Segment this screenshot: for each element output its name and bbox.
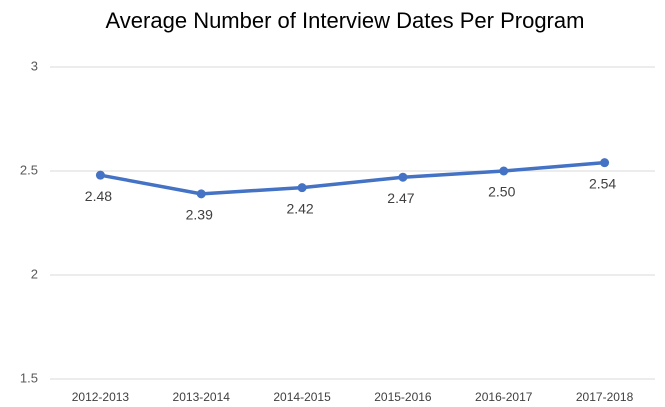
data-point: [196, 189, 206, 199]
data-label: 2.42: [286, 200, 313, 216]
data-point: [297, 183, 307, 193]
x-tick-label: 2016-2017: [475, 390, 533, 404]
x-tick-label: 2012-2013: [72, 390, 130, 404]
data-point: [95, 170, 105, 180]
data-label: 2.48: [85, 188, 112, 204]
x-tick-label: 2014-2015: [273, 390, 331, 404]
data-label: 2.47: [387, 190, 414, 206]
y-tick-label: 2.5: [20, 162, 38, 177]
x-tick-label: 2017-2018: [576, 390, 634, 404]
data-label: 2.39: [186, 207, 213, 223]
chart-title: Average Number of Interview Dates Per Pr…: [106, 8, 585, 33]
x-tick-label: 2013-2014: [173, 390, 231, 404]
data-point: [398, 172, 408, 182]
y-tick-label: 1.5: [20, 370, 38, 385]
data-point: [499, 166, 509, 176]
data-label: 2.54: [589, 175, 616, 191]
y-tick-label: 2: [31, 266, 38, 281]
data-label: 2.50: [488, 184, 515, 200]
y-tick-label: 3: [31, 58, 38, 73]
data-point: [600, 158, 610, 168]
x-tick-label: 2015-2016: [374, 390, 432, 404]
series-line: [100, 160, 605, 196]
